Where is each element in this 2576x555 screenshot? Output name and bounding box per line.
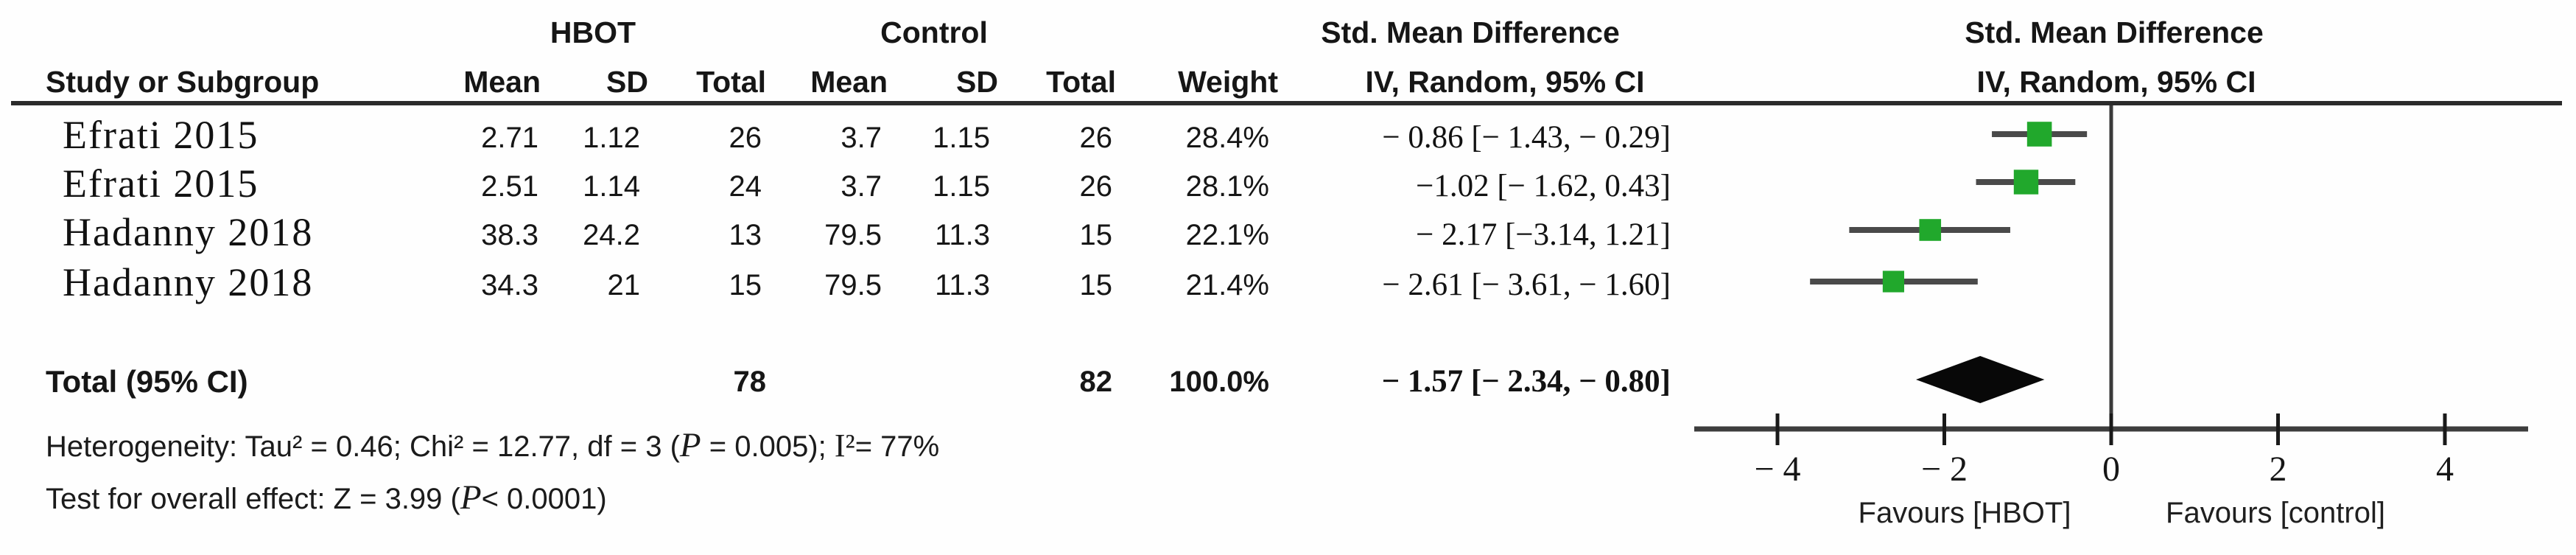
hbot-sd: 21 xyxy=(607,269,641,301)
favours-left-label: Favours [HBOT] xyxy=(1859,497,2071,529)
col-header-ctrl-sd: SD xyxy=(956,65,998,99)
study-marker xyxy=(2026,122,2052,147)
study-marker xyxy=(2013,170,2039,195)
total-weight: 100.0% xyxy=(1169,366,1269,398)
total-diamond xyxy=(1915,356,2045,403)
col-header-iv-text: IV, Random, 95% CI xyxy=(1365,65,1645,99)
total-ci-label: − 1.57 [− 2.34, − 0.80] xyxy=(1381,364,1671,399)
ctrl-sd: 1.15 xyxy=(933,170,990,203)
hbot-mean: 2.51 xyxy=(481,170,538,203)
ci-label: −1.02 [− 1.62, 0.43] xyxy=(1416,169,1671,203)
ci-label: − 2.17 [−3.14, 1.21] xyxy=(1416,217,1671,252)
hbot-mean: 34.3 xyxy=(481,269,538,301)
ctrl-mean: 79.5 xyxy=(824,269,882,301)
ctrl-sd: 1.15 xyxy=(933,122,990,154)
tick-label: 0 xyxy=(2102,450,2120,489)
footnote-segment: P xyxy=(460,478,482,517)
hbot-mean: 38.3 xyxy=(481,219,538,251)
hbot-total: 26 xyxy=(729,122,762,154)
col-header-iv-plot: IV, Random, 95% CI xyxy=(1976,65,2256,99)
col-header-hbot-mean: Mean xyxy=(463,65,541,99)
header-rule xyxy=(11,101,2562,105)
study-name: Hadanny 2018 xyxy=(63,260,314,304)
footnote-segment: P xyxy=(679,426,701,464)
ctrl-total: 26 xyxy=(1079,122,1113,154)
footnote-segment: Heterogeneity: Tau² = 0.46; Chi² = 12.77… xyxy=(46,430,680,463)
weight-value: 28.4% xyxy=(1185,122,1269,154)
weight-value: 21.4% xyxy=(1185,269,1269,301)
hbot-total: 15 xyxy=(729,269,762,301)
hbot-sd: 1.14 xyxy=(583,170,640,203)
tick-label: − 2 xyxy=(1921,450,1968,489)
col-header-hbot-total: Total xyxy=(696,65,766,99)
total-row-label: Total (95% CI) xyxy=(46,364,248,399)
study-marker xyxy=(1919,219,1942,241)
hbot-total: 13 xyxy=(729,219,762,251)
ctrl-total: 26 xyxy=(1079,170,1113,203)
ctrl-total: 15 xyxy=(1079,219,1113,251)
weight-value: 22.1% xyxy=(1185,219,1269,251)
study-marker xyxy=(1882,270,1904,293)
ctrl-mean: 3.7 xyxy=(840,122,882,154)
ctrl-sd: 11.3 xyxy=(935,269,990,301)
weight-value: 28.1% xyxy=(1185,170,1269,203)
hbot-sd: 1.12 xyxy=(583,122,640,154)
overall-effect-note: Test for overall effect: Z = 3.99 (P< 0.… xyxy=(46,478,607,518)
group-header-smd-text: Std. Mean Difference xyxy=(1321,15,1620,49)
col-header-ctrl-total: Total xyxy=(1046,65,1116,99)
hbot-sd: 24.2 xyxy=(583,219,640,251)
footnote-segment: = 0.005); xyxy=(701,430,835,463)
footnote-segment: < 0.0001) xyxy=(481,483,607,515)
col-header-weight: Weight xyxy=(1178,65,1278,99)
study-name: Efrati 2015 xyxy=(63,113,259,157)
ci-label: − 0.86 [− 1.43, − 0.29] xyxy=(1382,120,1671,155)
group-header-control: Control xyxy=(880,15,988,49)
col-header-ctrl-mean: Mean xyxy=(810,65,888,99)
footnote-segment: I² xyxy=(834,427,855,464)
total-hbot-n: 78 xyxy=(733,366,767,398)
tick-label: 2 xyxy=(2270,450,2287,489)
col-header-study: Study or Subgroup xyxy=(46,65,320,99)
heterogeneity-note: Heterogeneity: Tau² = 0.46; Chi² = 12.77… xyxy=(46,426,939,466)
hbot-mean: 2.71 xyxy=(481,122,538,154)
tick-label: − 4 xyxy=(1754,450,1800,489)
favours-right-label: Favours [control] xyxy=(2166,497,2385,529)
ctrl-mean: 3.7 xyxy=(840,170,882,203)
col-header-hbot-sd: SD xyxy=(606,65,648,99)
group-header-smd-plot: Std. Mean Difference xyxy=(1965,15,2264,49)
footnote-segment: = 77% xyxy=(854,430,940,463)
study-name: Efrati 2015 xyxy=(63,161,259,206)
tick-label: 4 xyxy=(2436,450,2454,489)
ctrl-total: 15 xyxy=(1079,269,1113,301)
group-header-hbot: HBOT xyxy=(550,15,636,49)
ctrl-mean: 79.5 xyxy=(824,219,882,251)
ci-label: − 2.61 [− 3.61, − 1.60] xyxy=(1382,268,1671,302)
study-name: Hadanny 2018 xyxy=(63,210,314,254)
ctrl-sd: 11.3 xyxy=(935,219,990,251)
hbot-total: 24 xyxy=(729,170,762,203)
footnote-segment: Test for overall effect: Z = 3.99 ( xyxy=(46,483,460,515)
total-ctrl-n: 82 xyxy=(1079,366,1113,398)
